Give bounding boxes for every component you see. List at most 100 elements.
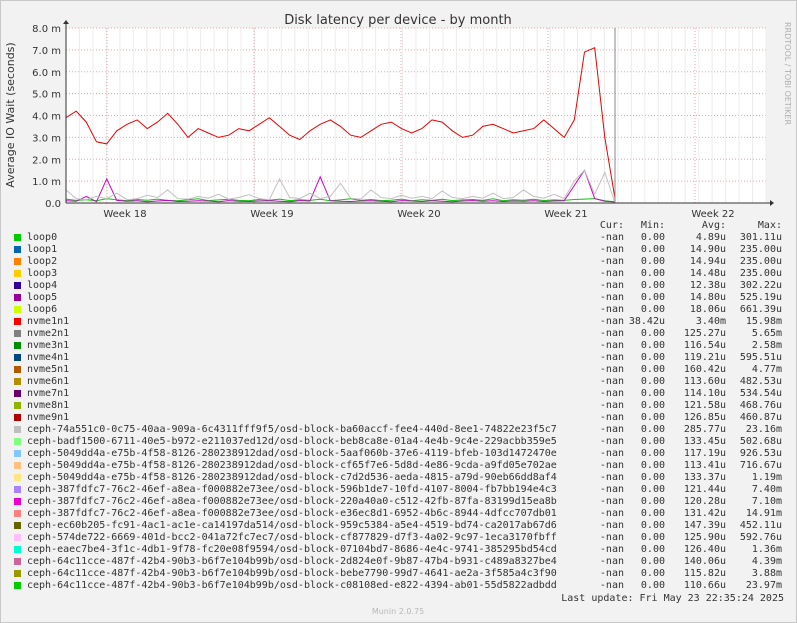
legend-cur: -nan	[599, 484, 624, 495]
legend-min: 0.00	[640, 436, 665, 447]
legend-max: 4.77m	[751, 364, 782, 375]
legend-rows: loop0 -nan 0.00 4.89u 301.11u loop1 -nan 0.00 14…	[14, 232, 786, 592]
legend-max: 2.58m	[751, 340, 782, 351]
legend-swatch	[14, 390, 21, 397]
legend-name: ceph-badf1500-6711-40e5-b972-e211037ed12…	[27, 436, 557, 447]
legend-cur: -nan	[599, 472, 624, 483]
legend-row: ceph-64c11cce-487f-42b4-90b3-b6f7e104b99…	[14, 580, 786, 592]
legend-min: 0.00	[640, 460, 665, 471]
legend-cur: -nan	[599, 568, 624, 579]
legend-max: 1.36m	[751, 544, 782, 555]
legend-row: ceph-574de722-6669-401d-bcc2-041a72fc7ec…	[14, 532, 786, 544]
legend-row: loop5 -nan 0.00 14.80u 525.19u	[14, 292, 786, 304]
chart-axes	[63, 20, 774, 206]
legend-cur: -nan	[599, 340, 624, 351]
legend-avg: 125.27u	[683, 328, 726, 339]
legend-min: 0.00	[640, 568, 665, 579]
legend-row: ceph-387fdfc7-76c2-46ef-a8ea-f000882e73e…	[14, 508, 786, 520]
legend-max: 482.53u	[739, 376, 782, 387]
legend-max: 301.11u	[739, 232, 782, 243]
legend-row: nvme5n1 -nan 0.00 160.42u 4.77m	[14, 364, 786, 376]
chart-title: Disk latency per device - by month	[284, 13, 512, 28]
legend-avg: 114.10u	[683, 388, 726, 399]
legend-row: nvme4n1 -nan 0.00 119.21u 595.51u	[14, 352, 786, 364]
legend-swatch	[14, 342, 21, 349]
legend-avg: 120.28u	[683, 496, 726, 507]
legend-swatch	[14, 306, 21, 313]
legend-min: 0.00	[640, 304, 665, 315]
legend-cur: -nan	[599, 580, 624, 591]
series-line	[65, 169, 616, 204]
x-tick-label: Week 20	[397, 209, 440, 220]
legend-name: nvme1n1	[27, 316, 70, 327]
legend-avg: 113.41u	[683, 460, 726, 471]
legend-cur: -nan	[599, 328, 624, 339]
legend-name: nvme3n1	[27, 340, 70, 351]
legend-min: 0.00	[640, 484, 665, 495]
legend-max: 23.16m	[745, 424, 782, 435]
legend-min: 0.00	[640, 532, 665, 543]
legend-name: loop5	[27, 292, 58, 303]
legend-max: 1.19m	[751, 472, 782, 483]
legend-cur: -nan	[599, 412, 624, 423]
legend-max: 302.22u	[739, 280, 782, 291]
x-tick-label: Week 21	[544, 209, 587, 220]
legend-max: 926.53u	[739, 448, 782, 459]
y-tick-label: 1.0 m	[32, 177, 61, 188]
series-line	[65, 169, 616, 203]
legend-name: loop4	[27, 280, 58, 291]
legend-max: 14.91m	[745, 508, 782, 519]
legend-max: 592.76u	[739, 532, 782, 543]
legend-cur: -nan	[599, 268, 624, 279]
y-tick-label: 4.0 m	[32, 112, 61, 123]
legend-swatch	[14, 366, 21, 373]
legend-cur: -nan	[599, 244, 624, 255]
legend-name: nvme8n1	[27, 400, 70, 411]
legend-name: nvme6n1	[27, 376, 70, 387]
legend-cur: -nan	[599, 532, 624, 543]
legend-max: 235.00u	[739, 244, 782, 255]
legend-avg: 119.21u	[683, 352, 726, 363]
legend-avg: 126.85u	[683, 412, 726, 423]
legend-min: 0.00	[640, 244, 665, 255]
legend-swatch	[14, 438, 21, 445]
legend-row: ceph-5049dd4a-e75b-4f58-8126-280238912da…	[14, 460, 786, 472]
legend-max: 468.76u	[739, 400, 782, 411]
legend-max: 460.87u	[739, 412, 782, 423]
legend-swatch	[14, 426, 21, 433]
legend-min: 0.00	[640, 472, 665, 483]
legend-swatch	[14, 474, 21, 481]
legend-name: ceph-eaec7be4-3f1c-4db1-9f78-fc20e08f959…	[27, 544, 557, 555]
x-tick-label: Week 19	[250, 209, 293, 220]
legend-swatch	[14, 450, 21, 457]
legend-name: nvme5n1	[27, 364, 70, 375]
legend-avg: 131.42u	[683, 508, 726, 519]
legend-cur: -nan	[599, 232, 624, 243]
legend-cur: -nan	[599, 304, 624, 315]
legend-cur: -nan	[599, 256, 624, 267]
legend-cur: -nan	[599, 508, 624, 519]
legend-row: ceph-387fdfc7-76c2-46ef-a8ea-f000882e73e…	[14, 496, 786, 508]
legend-min: 0.00	[640, 376, 665, 387]
legend-min: 0.00	[640, 292, 665, 303]
legend-avg: 285.77u	[683, 424, 726, 435]
legend-max: 5.65m	[751, 328, 782, 339]
legend-cur: -nan	[599, 460, 624, 471]
legend-cur: -nan	[599, 316, 624, 327]
legend-min: 0.00	[640, 280, 665, 291]
legend-swatch	[14, 522, 21, 529]
legend-swatch	[14, 282, 21, 289]
legend-row: ceph-ec60b205-fc91-4ac1-ac1e-ca14197da51…	[14, 520, 786, 532]
legend-cur: -nan	[599, 364, 624, 375]
legend-avg: 12.38u	[689, 280, 726, 291]
legend-avg: 116.54u	[683, 340, 726, 351]
legend-swatch	[14, 402, 21, 409]
legend-avg: 14.90u	[689, 244, 726, 255]
legend-avg: 14.48u	[689, 268, 726, 279]
legend-max: 3.88m	[751, 568, 782, 579]
legend-name: ceph-64c11cce-487f-42b4-90b3-b6f7e104b99…	[27, 568, 557, 579]
legend-min: 0.00	[640, 496, 665, 507]
legend-max: 534.54u	[739, 388, 782, 399]
legend-cur: -nan	[599, 376, 624, 387]
